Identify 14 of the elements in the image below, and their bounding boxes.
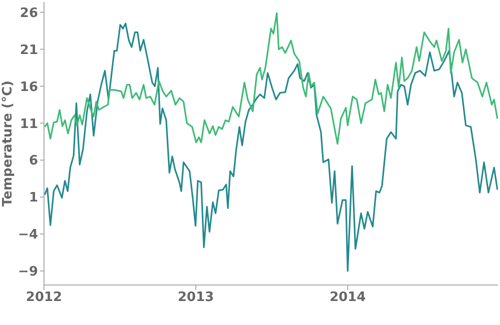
x-tick-label: 2013 bbox=[178, 290, 214, 306]
y-tick-label: 1 bbox=[28, 190, 38, 206]
y-tick-label: 6 bbox=[28, 154, 38, 169]
x-tick-label: 2014 bbox=[330, 290, 366, 306]
y-tick-label: 16 bbox=[20, 80, 38, 95]
line-series bbox=[44, 22, 498, 272]
x-tick-label: 2012 bbox=[26, 290, 62, 306]
y-axis-title: Temperature (°C) bbox=[0, 80, 16, 206]
y-tick-label: −9 bbox=[18, 264, 38, 280]
y-tick-label: 26 bbox=[20, 6, 38, 21]
y-tick-label: −4 bbox=[18, 228, 38, 243]
line-series bbox=[44, 12, 498, 145]
y-tick-label: 21 bbox=[20, 42, 38, 58]
y-tick-label: 11 bbox=[20, 116, 38, 132]
